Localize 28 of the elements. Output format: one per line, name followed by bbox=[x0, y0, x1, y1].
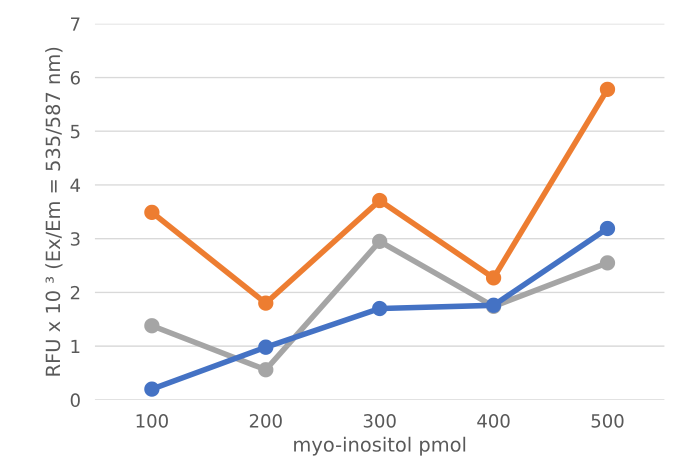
x-tick-label: 100 bbox=[136, 414, 168, 428]
x-tick-label: 300 bbox=[364, 414, 396, 428]
y-tick-label: 3 bbox=[70, 232, 80, 246]
y-tick-label: 7 bbox=[71, 17, 80, 31]
point bbox=[258, 296, 274, 311]
point bbox=[144, 204, 160, 220]
x-tick-label: 200 bbox=[250, 414, 282, 428]
point bbox=[372, 192, 388, 208]
point bbox=[258, 362, 274, 378]
point bbox=[372, 234, 388, 250]
point bbox=[600, 255, 616, 270]
y-tick-label: 6 bbox=[70, 70, 80, 85]
x-tick-label: 400 bbox=[477, 414, 510, 428]
y-tick-label: 2 bbox=[70, 286, 80, 300]
y-axis-title: RFU x 10 ³ (Ex/Em = 535/587 nm) bbox=[45, 48, 63, 376]
point bbox=[144, 318, 160, 334]
y-tick-label: 0 bbox=[70, 393, 80, 407]
y-tick-label: 1 bbox=[72, 340, 80, 353]
point bbox=[486, 270, 502, 286]
y-tick-label: 4 bbox=[70, 178, 80, 192]
point bbox=[600, 220, 616, 236]
y-tick-label: 5 bbox=[70, 124, 80, 138]
point bbox=[258, 340, 274, 355]
point bbox=[144, 381, 160, 397]
x-tick-label: 500 bbox=[592, 414, 624, 428]
point bbox=[372, 300, 388, 316]
x-axis-title: myo-inositol pmol bbox=[294, 436, 466, 456]
point bbox=[600, 82, 616, 97]
